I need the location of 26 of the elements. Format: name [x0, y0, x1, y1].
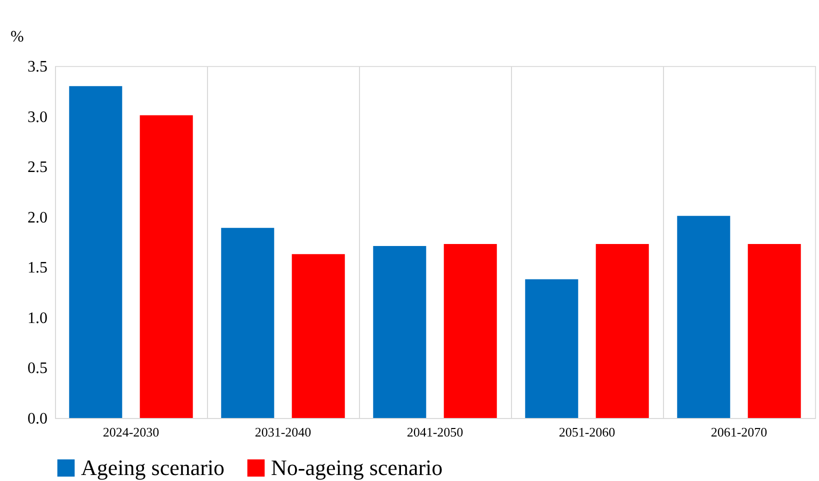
- bar: [444, 244, 497, 418]
- y-tick-label: 1.0: [28, 310, 48, 327]
- x-tick-label: 2031-2040: [254, 424, 312, 440]
- bar: [221, 228, 274, 418]
- y-tick-label: 1.5: [28, 260, 48, 277]
- y-tick-label: 3.0: [28, 108, 48, 126]
- y-axis-title: %: [10, 28, 24, 46]
- bar: [596, 244, 649, 418]
- bar: [373, 246, 426, 418]
- x-tick-label: 2051-2060: [558, 424, 616, 440]
- bar: [677, 216, 730, 418]
- y-tick-label: 0.5: [28, 360, 48, 378]
- legend-label: Ageing scenario: [81, 455, 225, 480]
- x-tick-label: 2024-2030: [102, 424, 160, 440]
- bar: [525, 279, 578, 418]
- bar: [140, 115, 193, 418]
- bar: [748, 244, 801, 418]
- y-tick-label: 2.5: [28, 159, 48, 176]
- x-tick-label: 2041-2050: [406, 424, 464, 440]
- y-tick-label: 2.0: [28, 209, 48, 226]
- bar: [292, 254, 345, 418]
- y-tick-label: 0.0: [28, 410, 48, 428]
- bar: [69, 86, 122, 418]
- x-tick-label: 2061-2070: [710, 424, 768, 440]
- y-tick-label: 3.5: [28, 58, 48, 76]
- legend-label: No-ageing scenario: [271, 455, 443, 480]
